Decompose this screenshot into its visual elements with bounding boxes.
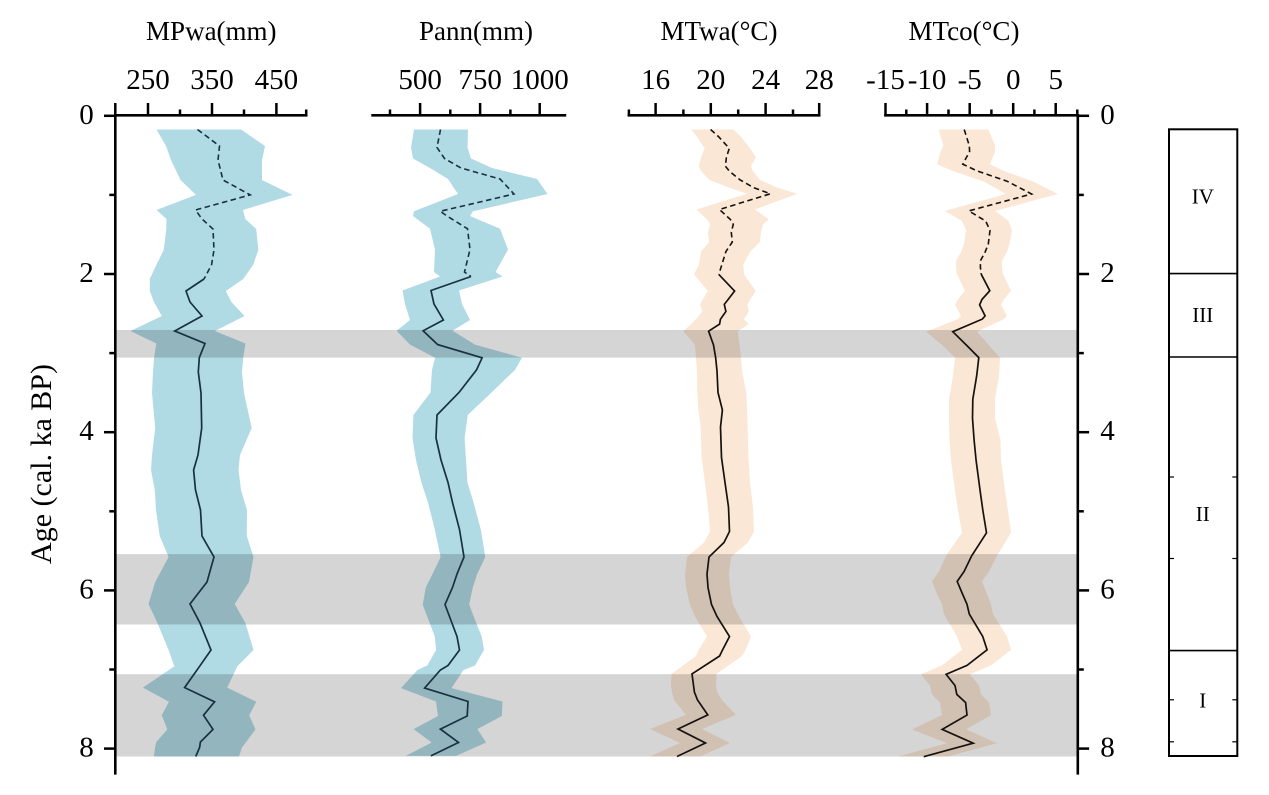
svg-text:0: 0 xyxy=(79,99,94,131)
svg-text:8: 8 xyxy=(1100,732,1115,764)
svg-text:4: 4 xyxy=(1100,415,1115,447)
svg-text:III: III xyxy=(1192,303,1213,327)
svg-text:4: 4 xyxy=(79,415,94,447)
svg-text:Pann(mm): Pann(mm) xyxy=(419,16,533,46)
svg-text:-5: -5 xyxy=(958,64,982,96)
svg-text:I: I xyxy=(1199,689,1206,713)
svg-text:20: 20 xyxy=(696,64,725,96)
svg-text:350: 350 xyxy=(190,64,234,96)
svg-text:16: 16 xyxy=(641,64,670,96)
svg-text:-10: -10 xyxy=(908,64,947,96)
svg-text:500: 500 xyxy=(398,64,442,96)
svg-text:450: 450 xyxy=(255,64,299,96)
svg-text:MTwa(°C): MTwa(°C) xyxy=(661,16,778,46)
svg-text:1000: 1000 xyxy=(511,64,569,96)
svg-text:2: 2 xyxy=(1100,257,1115,289)
svg-text:MPwa(mm): MPwa(mm) xyxy=(146,16,277,46)
svg-text:6: 6 xyxy=(79,573,94,605)
svg-text:2: 2 xyxy=(79,257,94,289)
svg-text:250: 250 xyxy=(126,64,170,96)
svg-text:IV: IV xyxy=(1192,185,1214,209)
svg-text:0: 0 xyxy=(1006,64,1021,96)
svg-text:6: 6 xyxy=(1100,573,1115,605)
svg-text:-15: -15 xyxy=(866,64,905,96)
svg-text:II: II xyxy=(1196,502,1210,526)
svg-text:750: 750 xyxy=(458,64,502,96)
svg-text:28: 28 xyxy=(805,64,834,96)
svg-text:0: 0 xyxy=(1100,99,1115,131)
svg-text:5: 5 xyxy=(1048,64,1063,96)
svg-text:24: 24 xyxy=(751,64,781,96)
svg-text:MTco(°C): MTco(°C) xyxy=(909,16,1020,46)
svg-text:8: 8 xyxy=(79,732,94,764)
svg-text:Age (cal. ka BP): Age (cal. ka BP) xyxy=(25,364,58,564)
